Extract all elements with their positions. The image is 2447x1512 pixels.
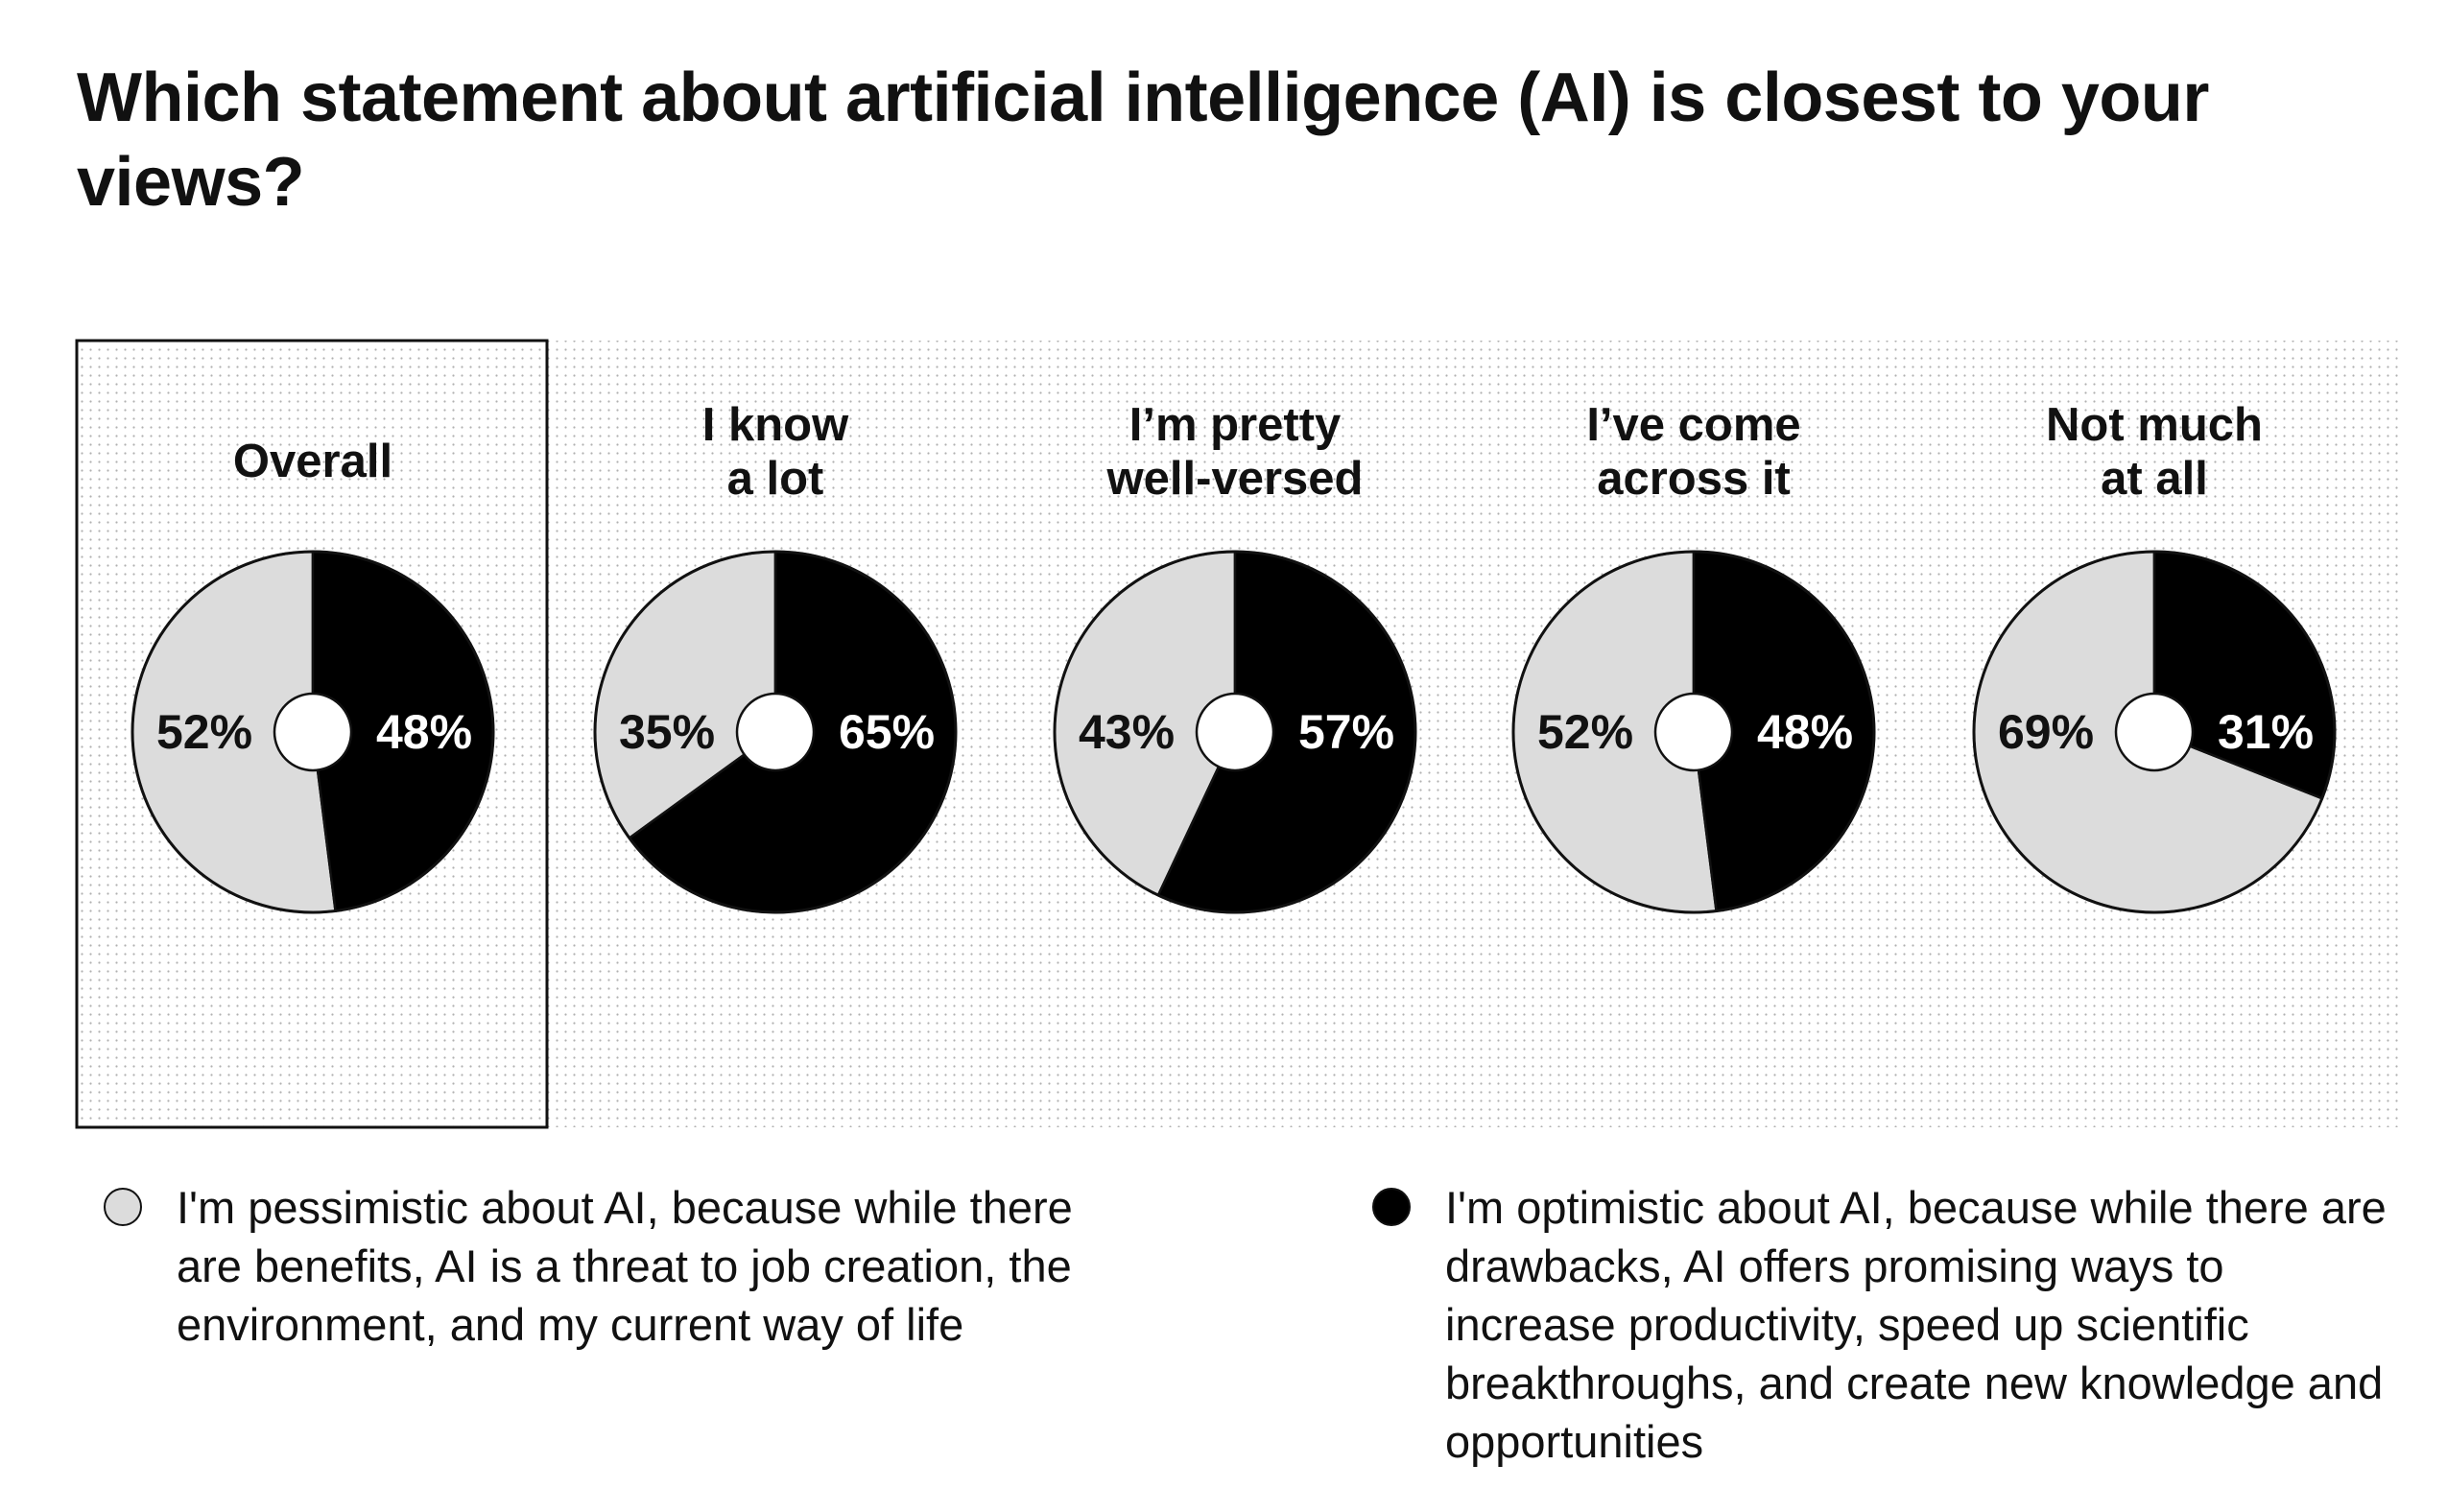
pie-outline	[1972, 550, 2337, 914]
category-label-line: I’ve come	[1586, 399, 1800, 451]
category-label-line: at all	[2101, 453, 2208, 505]
data-label-pessimistic-i-m-pretty-well-versed: 43%	[1079, 705, 1175, 759]
pie-center-hole	[1195, 692, 1275, 772]
data-label-optimistic-overall: 48%	[376, 705, 472, 759]
legend-label-optimistic: I'm optimistic about AI, because while t…	[1445, 1182, 2387, 1467]
dark-circle-icon	[1372, 1188, 1411, 1226]
category-label-line: across it	[1597, 453, 1791, 505]
data-label-pessimistic-overall: 52%	[156, 705, 252, 759]
legend-label-pessimistic: I'm pessimistic about AI, because while …	[177, 1182, 1073, 1350]
chart-title: Which statement about artificial intelli…	[77, 59, 2209, 221]
light-circle-icon	[104, 1188, 142, 1226]
category-label-line: Overall	[233, 436, 392, 487]
category-label-line: I know	[702, 399, 849, 451]
pie-outline	[593, 550, 958, 914]
data-label-optimistic-i-ve-come-across-it: 48%	[1757, 705, 1853, 759]
pie-outline	[1053, 550, 1417, 914]
pie-outline	[131, 550, 495, 914]
category-label-i-m-pretty-well-versed: I’m pretty well-versed	[1106, 399, 1364, 505]
data-label-pessimistic-not-much-at-all: 69%	[1998, 705, 2094, 759]
category-label-i-ve-come-across-it: I’ve come across it	[1586, 399, 1800, 505]
category-label-line: Not much	[2046, 399, 2263, 451]
pie-center-hole	[273, 692, 353, 772]
data-label-optimistic-not-much-at-all: 31%	[2218, 705, 2314, 759]
category-label-line: well-versed	[1106, 453, 1364, 505]
pie-center-hole	[1653, 692, 1734, 772]
data-label-pessimistic-i-know-a-lot: 35%	[619, 705, 715, 759]
category-label-line: I’m pretty	[1129, 399, 1342, 451]
category-label-line: a lot	[727, 453, 824, 505]
pie-outline	[1511, 550, 1876, 914]
pie-center-hole	[735, 692, 816, 772]
category-label-i-know-a-lot: I know a lot	[702, 399, 849, 505]
category-label-not-much-at-all: Not much at all	[2046, 399, 2263, 505]
data-label-optimistic-i-m-pretty-well-versed: 57%	[1298, 705, 1394, 759]
data-label-optimistic-i-know-a-lot: 65%	[839, 705, 935, 759]
pie-chart-panel: Overall 52% 48% I know a lot 35% 65% I’m pretty…	[75, 339, 2399, 1129]
category-label-overall: Overall	[233, 436, 392, 487]
pie-center-hole	[2114, 692, 2195, 772]
overall-highlight-box	[75, 339, 549, 1129]
data-label-pessimistic-i-ve-come-across-it: 52%	[1537, 705, 1633, 759]
